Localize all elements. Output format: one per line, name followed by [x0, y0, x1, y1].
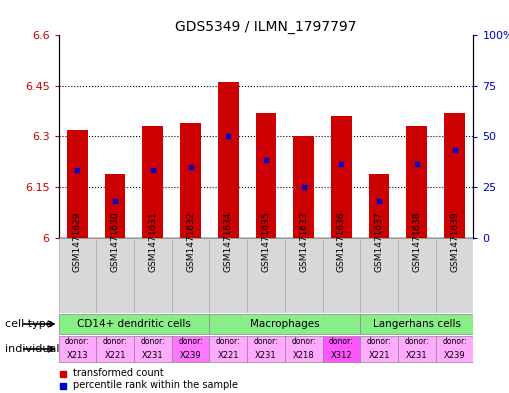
Bar	[96, 238, 134, 313]
Text: GSM1471633: GSM1471633	[299, 211, 308, 272]
Text: donor:: donor:	[291, 338, 316, 347]
Text: X221: X221	[104, 351, 126, 360]
Text: donor:: donor:	[65, 338, 90, 347]
Text: X221: X221	[217, 351, 239, 360]
Text: donor:: donor:	[216, 338, 241, 347]
Bar	[59, 336, 96, 362]
Bar	[247, 238, 285, 313]
Text: GSM1471637: GSM1471637	[375, 211, 384, 272]
Bar	[134, 336, 172, 362]
Bar	[293, 136, 314, 238]
Bar	[59, 314, 209, 334]
Bar	[59, 238, 96, 313]
Bar	[67, 130, 88, 238]
Bar	[360, 238, 398, 313]
Text: X312: X312	[330, 351, 352, 360]
Bar	[436, 336, 473, 362]
Bar	[96, 336, 134, 362]
Text: X231: X231	[142, 351, 163, 360]
Bar	[180, 123, 201, 238]
Text: percentile rank within the sample: percentile rank within the sample	[73, 380, 238, 391]
Bar	[218, 83, 239, 238]
Bar	[436, 238, 473, 313]
Text: GSM1471635: GSM1471635	[262, 211, 270, 272]
Text: Macrophages: Macrophages	[250, 319, 320, 329]
Text: GSM1471632: GSM1471632	[186, 211, 195, 272]
Bar	[256, 113, 276, 238]
Bar	[323, 238, 360, 313]
Text: donor:: donor:	[178, 338, 203, 347]
Bar	[143, 127, 163, 238]
Text: donor:: donor:	[253, 338, 278, 347]
Title: GDS5349 / ILMN_1797797: GDS5349 / ILMN_1797797	[175, 20, 357, 34]
Text: GSM1471630: GSM1471630	[110, 211, 120, 272]
Text: X231: X231	[255, 351, 277, 360]
Text: donor:: donor:	[140, 338, 165, 347]
Text: GSM1471638: GSM1471638	[412, 211, 421, 272]
Bar	[444, 113, 465, 238]
Bar	[209, 336, 247, 362]
Text: cell type: cell type	[5, 319, 53, 329]
Bar	[285, 238, 323, 313]
Text: X213: X213	[67, 351, 88, 360]
Bar	[360, 314, 473, 334]
Bar	[398, 336, 436, 362]
Text: X221: X221	[369, 351, 390, 360]
Text: X218: X218	[293, 351, 315, 360]
Text: GSM1471636: GSM1471636	[337, 211, 346, 272]
Bar	[285, 336, 323, 362]
Text: donor:: donor:	[329, 338, 354, 347]
Bar	[172, 336, 209, 362]
Text: X239: X239	[180, 351, 202, 360]
Bar	[134, 238, 172, 313]
Text: X239: X239	[444, 351, 465, 360]
Bar	[398, 238, 436, 313]
Text: donor:: donor:	[405, 338, 429, 347]
Bar	[331, 116, 352, 238]
Bar	[247, 336, 285, 362]
Text: donor:: donor:	[367, 338, 391, 347]
Text: GSM1471634: GSM1471634	[224, 211, 233, 272]
Text: donor:: donor:	[442, 338, 467, 347]
Bar	[360, 336, 398, 362]
Text: Langerhans cells: Langerhans cells	[373, 319, 461, 329]
Text: individual: individual	[5, 344, 60, 354]
Text: CD14+ dendritic cells: CD14+ dendritic cells	[77, 319, 191, 329]
Bar	[209, 238, 247, 313]
Text: GSM1471631: GSM1471631	[148, 211, 157, 272]
Bar	[369, 174, 389, 238]
Text: transformed count: transformed count	[73, 369, 164, 378]
Bar	[209, 314, 360, 334]
Text: donor:: donor:	[103, 338, 127, 347]
Text: GSM1471639: GSM1471639	[450, 211, 459, 272]
Bar	[323, 336, 360, 362]
Text: X231: X231	[406, 351, 428, 360]
Bar	[105, 174, 126, 238]
Text: GSM1471629: GSM1471629	[73, 211, 82, 272]
Bar	[406, 127, 427, 238]
Bar	[172, 238, 209, 313]
